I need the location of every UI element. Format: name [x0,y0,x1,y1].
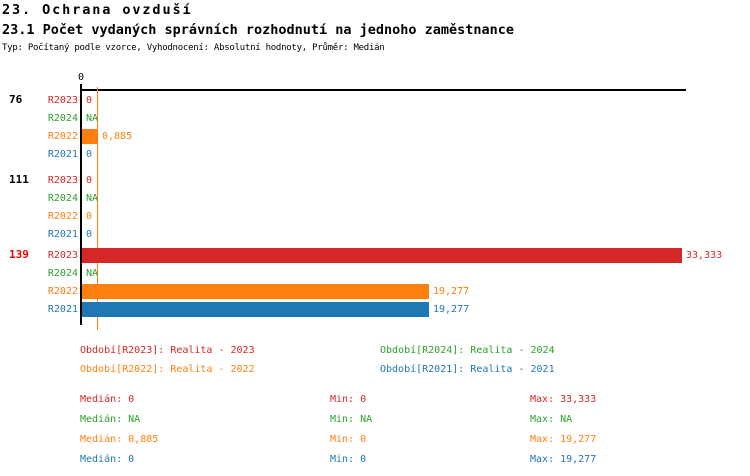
bar-row: R2022 0 [44,207,92,225]
stat-max-r2023: Max: 33,333 [530,394,597,405]
bar-row: R2023 0 [44,91,92,109]
bar-row: R2022 19,277 [44,282,469,300]
bar-value-label: 0 [86,228,93,240]
bar-r2022 [82,128,98,144]
year-label: R2021 [47,148,78,160]
x-axis-tick-label: 0 [77,72,85,83]
bar-value-label: NA [86,267,99,279]
year-label: R2024 [47,112,78,124]
bar-value-label: NA [86,192,99,204]
stat-median-r2022: Medián: 0,885 [80,434,159,445]
bar-value-label: 19,277 [433,285,470,297]
bar-row: R2021 0 [44,145,92,163]
year-label: R2023 [47,249,78,261]
bar-value-label: 0 [86,148,93,160]
stat-min-r2022: Min: 0 [330,434,367,445]
legend-item-r2023: Období[R2023]: Realita - 2023 [80,345,255,356]
bar-row: R2024 NA [44,109,98,127]
bar-row: R2024 NA [44,264,98,282]
indicator-title: 23.1 Počet vydaných správních rozhodnutí… [2,22,515,38]
year-label: R2024 [47,192,78,204]
stat-max-r2024: Max: NA [530,414,573,425]
year-label: R2021 [47,228,78,240]
stat-min-r2021: Min: 0 [330,454,367,465]
legend-item-r2024: Období[R2024]: Realita - 2024 [380,345,555,356]
year-label: R2022 [47,130,78,142]
bar-value-label: 19,277 [433,303,470,315]
group-label-76: 76 [9,93,23,106]
y-axis-line [80,84,82,325]
year-label: R2022 [47,285,78,297]
stat-median-r2023: Medián: 0 [80,394,135,405]
bar-row: R2021 0 [44,225,92,243]
legend-item-r2021: Období[R2021]: Realita - 2021 [380,364,555,375]
bar-value-label: NA [86,112,99,124]
year-label: R2023 [47,174,78,186]
indicator-meta: Typ: Počítaný podle vzorce, Vyhodnocení:… [2,43,385,53]
year-label: R2021 [47,303,78,315]
bar-row: R2021 19,277 [44,300,469,318]
x-axis-line [81,89,686,91]
bar-r2023 [82,247,682,263]
stat-max-r2022: Max: 19,277 [530,434,597,445]
bar-value-label: 0,885 [102,130,133,142]
stat-max-r2021: Max: 19,277 [530,454,597,465]
bar-value-label: 0 [86,174,93,186]
stat-median-r2024: Medián: NA [80,414,141,425]
group-label-139: 139 [9,248,29,261]
bar-value-label: 0 [86,210,93,222]
median-line [97,87,98,330]
stat-median-r2021: Medián: 0 [80,454,135,465]
bar-value-label: 0 [86,94,93,106]
bar-row: R2022 0,885 [44,127,132,145]
bar-value-label: 33,333 [686,249,723,261]
bar-row: R2023 33,333 [44,246,722,264]
group-label-111: 111 [9,173,29,186]
stat-min-r2024: Min: NA [330,414,373,425]
legend-item-r2022: Období[R2022]: Realita - 2022 [80,364,255,375]
year-label: R2022 [47,210,78,222]
bar-row: R2023 0 [44,171,92,189]
year-label: R2023 [47,94,78,106]
section-title: 23. Ochrana ovzduší [2,2,193,18]
stat-min-r2023: Min: 0 [330,394,367,405]
bar-r2022 [82,283,429,299]
bar-row: R2024 NA [44,189,98,207]
bar-r2021 [82,301,429,317]
year-label: R2024 [47,267,78,279]
